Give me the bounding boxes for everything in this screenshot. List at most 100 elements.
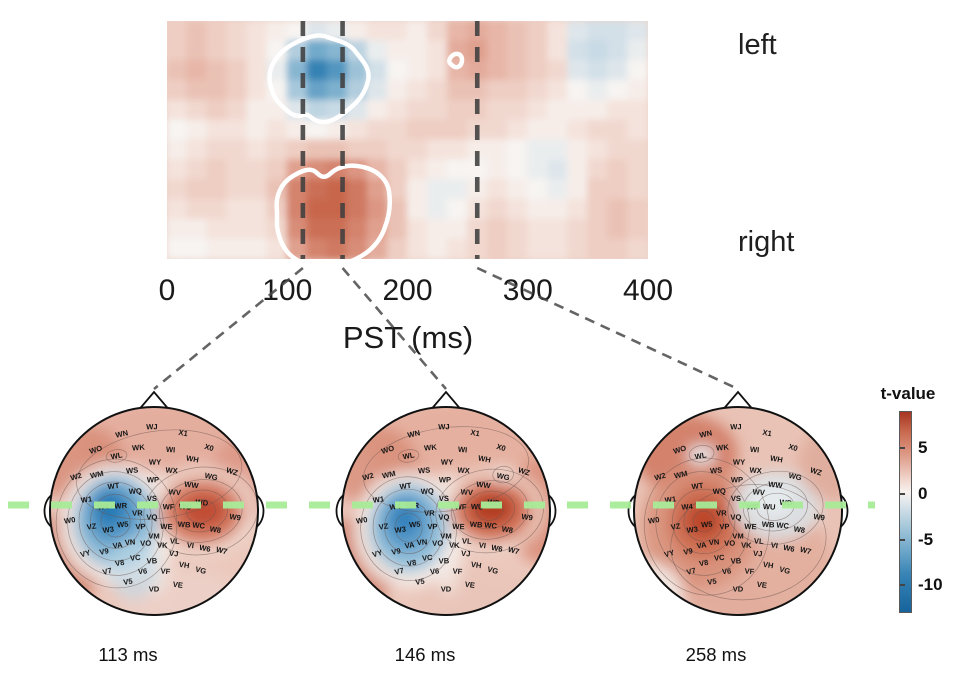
electrode-label: VF	[452, 567, 463, 577]
head-outline	[49, 406, 259, 616]
electrode-label: VQ	[146, 513, 157, 522]
electrode-label: W5	[701, 520, 714, 530]
electrode-label: VO	[140, 539, 151, 548]
electrode-label: WZ	[517, 465, 531, 477]
electrode-label: WQ	[713, 486, 727, 496]
electrode-label: VK	[449, 541, 460, 550]
electrode-label: VE	[464, 580, 475, 590]
electrode-label: WG	[204, 471, 219, 482]
electrode-label: WR	[698, 501, 712, 511]
electrode-label: X0	[495, 442, 507, 453]
x-axis-tick-label: 200	[382, 274, 433, 307]
electrode-label: WB	[762, 520, 776, 530]
electrode-label: VK	[741, 541, 752, 550]
electrode-label: VN	[124, 537, 135, 547]
electrode-label: V6	[430, 567, 440, 577]
electrode-label: VZ	[86, 521, 97, 531]
electrode-label: VC	[130, 553, 142, 563]
electrode-label: WC	[192, 520, 206, 530]
electrode-label: VD	[149, 585, 160, 594]
electrode-label: W1	[664, 494, 677, 505]
electrode-label: VD	[733, 585, 744, 594]
electrode-label: WF	[455, 502, 467, 511]
electrode-label: W7	[215, 545, 228, 557]
electrode-label: W3	[394, 525, 406, 535]
electrode-label: VL	[754, 536, 765, 546]
electrode-label: V9	[683, 546, 694, 557]
electrode-label: WY	[733, 458, 745, 467]
electrode-label: W7	[799, 545, 812, 557]
colorbar-tick-label: 5	[918, 437, 928, 457]
electrode-label: VF	[160, 567, 171, 577]
electrode-label: WE	[160, 522, 172, 531]
electrode-label: WZ	[809, 465, 823, 477]
tmap-significance-contour	[267, 33, 371, 125]
electrode-label: V8	[698, 558, 709, 568]
tmap-significance-contour	[447, 51, 465, 70]
electrode-label: WU	[471, 502, 485, 512]
tmap-raster	[167, 21, 648, 259]
electrode-label: W2	[653, 471, 666, 483]
electrode-label: VP	[135, 522, 145, 531]
electrode-label: V6	[722, 567, 732, 577]
electrode-label: VZ	[670, 521, 681, 531]
electrode-label: VZ	[378, 521, 389, 531]
electrode-label: WX	[457, 466, 470, 476]
colorbar-title: t-value	[880, 384, 936, 403]
electrode-label: WS	[418, 465, 431, 475]
electrode-label: WK	[424, 442, 438, 452]
electrode-label: WJ	[730, 422, 742, 431]
electrode-label: VO	[724, 539, 735, 548]
electrode-label: W9	[229, 512, 242, 523]
electrode-label: VQ	[438, 513, 449, 522]
electrode-label: V7	[686, 566, 697, 577]
electrode-label: WK	[132, 442, 146, 452]
electrode-label: V7	[102, 566, 113, 577]
electrode-label: WU	[763, 502, 777, 512]
topomap-time-label: 258 ms	[685, 644, 747, 665]
electrode-label: WY	[441, 458, 453, 467]
electrode-label: WD	[487, 498, 501, 508]
electrode-label: VG	[486, 565, 499, 576]
electrode-label: WV	[752, 487, 766, 497]
electrode-label: V7	[394, 566, 405, 577]
electrode-label: WR	[406, 501, 420, 511]
electrode-label: VQ	[730, 513, 741, 522]
electrode-label: V6	[138, 567, 148, 577]
electrode-label: WN	[115, 428, 129, 439]
electrode-label: WD	[195, 498, 209, 508]
electrode-label: WB	[178, 520, 192, 530]
electrode-label: WP	[147, 475, 159, 484]
electrode-label: VF	[744, 567, 755, 577]
electrode-label: VS	[731, 494, 741, 503]
electrode-label: W4	[389, 502, 402, 512]
tmap-significance-contour	[274, 163, 393, 259]
electrode-label: V5	[123, 576, 134, 586]
electrode-label: WX	[165, 466, 178, 476]
electrode-label: VH	[470, 560, 482, 570]
electrode-label: VJ	[169, 549, 179, 559]
electrode-label: WH	[185, 453, 199, 464]
electrode-label: VA	[696, 540, 708, 550]
electrode-label: W2	[69, 471, 82, 483]
colorbar-gradient	[899, 411, 912, 613]
electrode-label: WI	[458, 445, 468, 455]
electrode-label: VD	[441, 585, 452, 594]
electrode-label: VM	[440, 531, 451, 540]
electrode-label: WY	[149, 458, 161, 467]
electrode-label: WW	[768, 480, 784, 491]
electrode-label: WG	[788, 471, 803, 482]
electrode-label: W2	[361, 471, 374, 483]
electrode-label: VL	[462, 536, 473, 546]
electrode-label: WO	[88, 443, 103, 456]
tmap-row-label-left: left	[738, 29, 777, 61]
electrode-label: WI	[166, 445, 176, 455]
electrode-label: WL	[110, 450, 124, 461]
electrode-label: W5	[117, 520, 130, 530]
electrode-label: W9	[521, 512, 534, 523]
electrode-label: WU	[179, 502, 193, 512]
electrode-label: W8	[501, 524, 514, 535]
electrode-label: WF	[163, 502, 175, 511]
